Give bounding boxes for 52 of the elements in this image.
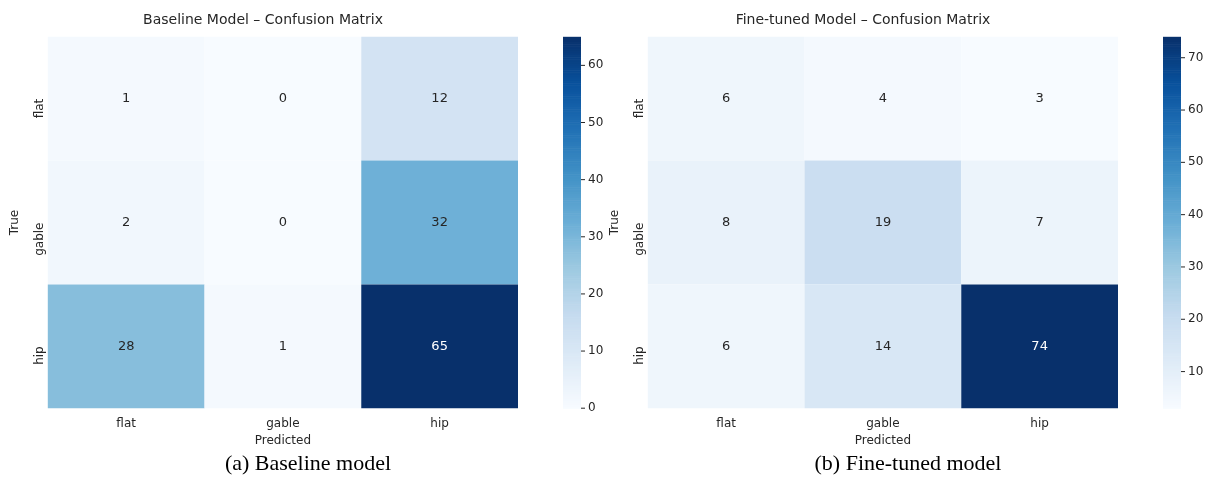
data-label: 7 [1035, 213, 1044, 229]
x-tick-label: gable [866, 415, 900, 430]
color-bar-label: 30 [588, 228, 604, 243]
y-tick-label: gable [31, 222, 46, 256]
color-bar-label: 0 [588, 400, 596, 415]
x-tick-label: hip [430, 415, 449, 430]
color-bar-label: 20 [1188, 311, 1204, 326]
y-axis-title: True [607, 209, 622, 237]
data-label: 1 [122, 90, 131, 106]
x-tick-label: gable [266, 415, 300, 430]
y-tick-label: flat [631, 98, 646, 119]
x-axis-title: Predicted [254, 432, 312, 447]
data-label: 74 [1031, 337, 1048, 353]
color-bar-label: 60 [588, 57, 604, 72]
data-label: 8 [722, 213, 731, 229]
y-tick-label: flat [31, 98, 46, 119]
data-label: 0 [278, 213, 288, 229]
data-label: 2 [122, 213, 131, 229]
color-bar-label: 10 [1188, 363, 1204, 378]
color-bar-label: 10 [588, 343, 604, 358]
text: (b) Fine-tuned model [814, 450, 1002, 476]
color-bar-label: 70 [1188, 49, 1204, 64]
x-tick-label: hip [1030, 415, 1049, 430]
color-bar-label: 40 [588, 171, 604, 186]
color-bar-label: 40 [1188, 206, 1204, 221]
data-label: 28 [117, 337, 135, 353]
text: (a) Baseline model [224, 450, 392, 476]
data-label: 14 [874, 337, 892, 353]
data-label: 32 [431, 213, 448, 229]
x-tick-label: flat [116, 415, 137, 430]
color-bar-label: 20 [588, 286, 604, 301]
data-label: 1 [278, 337, 288, 353]
data-label: 6 [722, 337, 731, 353]
data-label: 4 [878, 90, 888, 106]
color-bar-label: 50 [1188, 154, 1204, 169]
data-label: 3 [1035, 90, 1044, 106]
data-label: 6 [722, 90, 731, 106]
y-axis-title: True [7, 209, 22, 237]
chart-title: Baseline Model – Confusion Matrix [143, 11, 383, 28]
y-tick-label: hip [631, 346, 646, 365]
data-label: 0 [278, 90, 288, 106]
color-bar-label: 50 [588, 114, 604, 129]
x-tick-label: flat [716, 415, 737, 430]
y-tick-label: gable [631, 222, 646, 256]
color-bar-label: 60 [1188, 102, 1204, 117]
data-label: 65 [431, 337, 448, 353]
data-label: 12 [431, 90, 448, 106]
color-bar-label: 30 [1188, 259, 1204, 274]
data-label: 19 [874, 213, 892, 229]
y-tick-label: hip [31, 346, 46, 365]
x-axis-title: Predicted [854, 432, 912, 447]
chart-title: Fine-tuned Model – Confusion Matrix [735, 11, 991, 28]
